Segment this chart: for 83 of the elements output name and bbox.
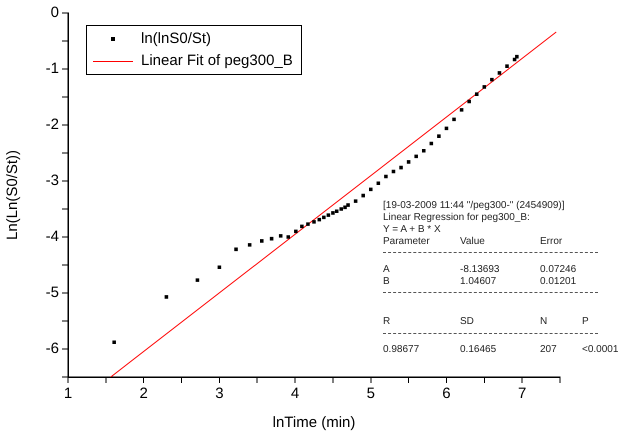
annotation: N bbox=[540, 316, 548, 328]
point bbox=[422, 148, 426, 153]
x-tick-label: 5 bbox=[366, 385, 375, 402]
y-tick-label: -1 bbox=[46, 60, 59, 78]
y-axis-title: Ln(Ln(S0/St)) bbox=[4, 150, 22, 240]
annotation: -8.13693 bbox=[460, 264, 500, 276]
annotation: [19-03-2009 11:44 "/peg300-" (2454909)] bbox=[383, 200, 564, 212]
point bbox=[300, 224, 304, 228]
annotation: B bbox=[383, 276, 390, 288]
annotation: A bbox=[383, 264, 390, 276]
point bbox=[452, 118, 456, 122]
y-tick-label: -6 bbox=[46, 340, 59, 358]
y-tick-label: -2 bbox=[46, 116, 59, 134]
point bbox=[331, 211, 335, 215]
y-tick-label: -3 bbox=[46, 172, 59, 190]
point bbox=[306, 222, 310, 226]
annotation: 0.07246 bbox=[540, 264, 576, 276]
point bbox=[260, 239, 264, 243]
point bbox=[234, 248, 238, 252]
point bbox=[286, 235, 290, 239]
point bbox=[490, 78, 494, 82]
point bbox=[368, 188, 373, 192]
point bbox=[376, 181, 380, 186]
point bbox=[482, 85, 486, 89]
point bbox=[384, 174, 388, 178]
y-tick-label: -5 bbox=[46, 284, 59, 302]
point bbox=[278, 234, 282, 238]
annotation: Value bbox=[460, 236, 485, 248]
annotation: 0.98677 bbox=[383, 344, 420, 356]
point bbox=[112, 340, 116, 344]
point bbox=[515, 54, 519, 58]
text: <0.0001 bbox=[582, 344, 618, 356]
point bbox=[326, 213, 330, 217]
annotation: R bbox=[383, 316, 390, 328]
x-tick-label: 2 bbox=[140, 385, 148, 402]
point bbox=[414, 154, 418, 158]
annotation: Y = A + B * X bbox=[383, 224, 441, 236]
point bbox=[460, 108, 464, 112]
point bbox=[474, 92, 479, 96]
text: P bbox=[582, 316, 589, 328]
annotation: Error bbox=[540, 236, 562, 248]
point bbox=[406, 160, 410, 164]
point bbox=[339, 207, 344, 211]
point bbox=[218, 265, 222, 270]
y-tick-label: 0 bbox=[50, 4, 59, 22]
point bbox=[248, 243, 252, 247]
point bbox=[399, 166, 403, 170]
point bbox=[164, 295, 168, 299]
x-tick-label: 4 bbox=[290, 385, 300, 402]
point bbox=[294, 230, 298, 234]
annotation: 207 bbox=[540, 344, 557, 356]
x-tick-label: 1 bbox=[64, 385, 72, 402]
annotation: Parameter bbox=[383, 236, 430, 248]
point bbox=[270, 236, 274, 240]
annotation: 1.04607 bbox=[460, 276, 496, 288]
legend-label: Linear Fit of peg300_B bbox=[141, 51, 293, 71]
x-tick-label: 6 bbox=[442, 385, 451, 402]
x-tick-label: 3 bbox=[215, 385, 224, 402]
point bbox=[343, 206, 347, 210]
point bbox=[354, 199, 358, 203]
annotation: 0.01201 bbox=[540, 276, 576, 288]
point bbox=[498, 71, 502, 75]
point bbox=[505, 64, 509, 68]
point bbox=[437, 134, 441, 138]
point bbox=[196, 278, 200, 282]
point bbox=[312, 220, 316, 224]
point bbox=[467, 100, 471, 104]
y-tick-label: -4 bbox=[46, 228, 59, 246]
x-tick-label: 7 bbox=[518, 385, 526, 402]
point bbox=[318, 218, 322, 222]
point bbox=[512, 58, 516, 62]
point bbox=[361, 194, 365, 198]
annotation: SD bbox=[460, 316, 474, 328]
point bbox=[444, 126, 448, 130]
point bbox=[322, 216, 326, 220]
legend-label: ln(lnS0/St) bbox=[141, 29, 212, 49]
point bbox=[430, 142, 434, 146]
annotation: Linear Regression for peg300_B: bbox=[383, 212, 530, 224]
x-axis-title: lnTime (min) bbox=[272, 414, 356, 432]
point bbox=[334, 209, 338, 214]
point bbox=[346, 203, 350, 207]
annotation: 0.16465 bbox=[460, 344, 496, 356]
point bbox=[392, 170, 396, 174]
